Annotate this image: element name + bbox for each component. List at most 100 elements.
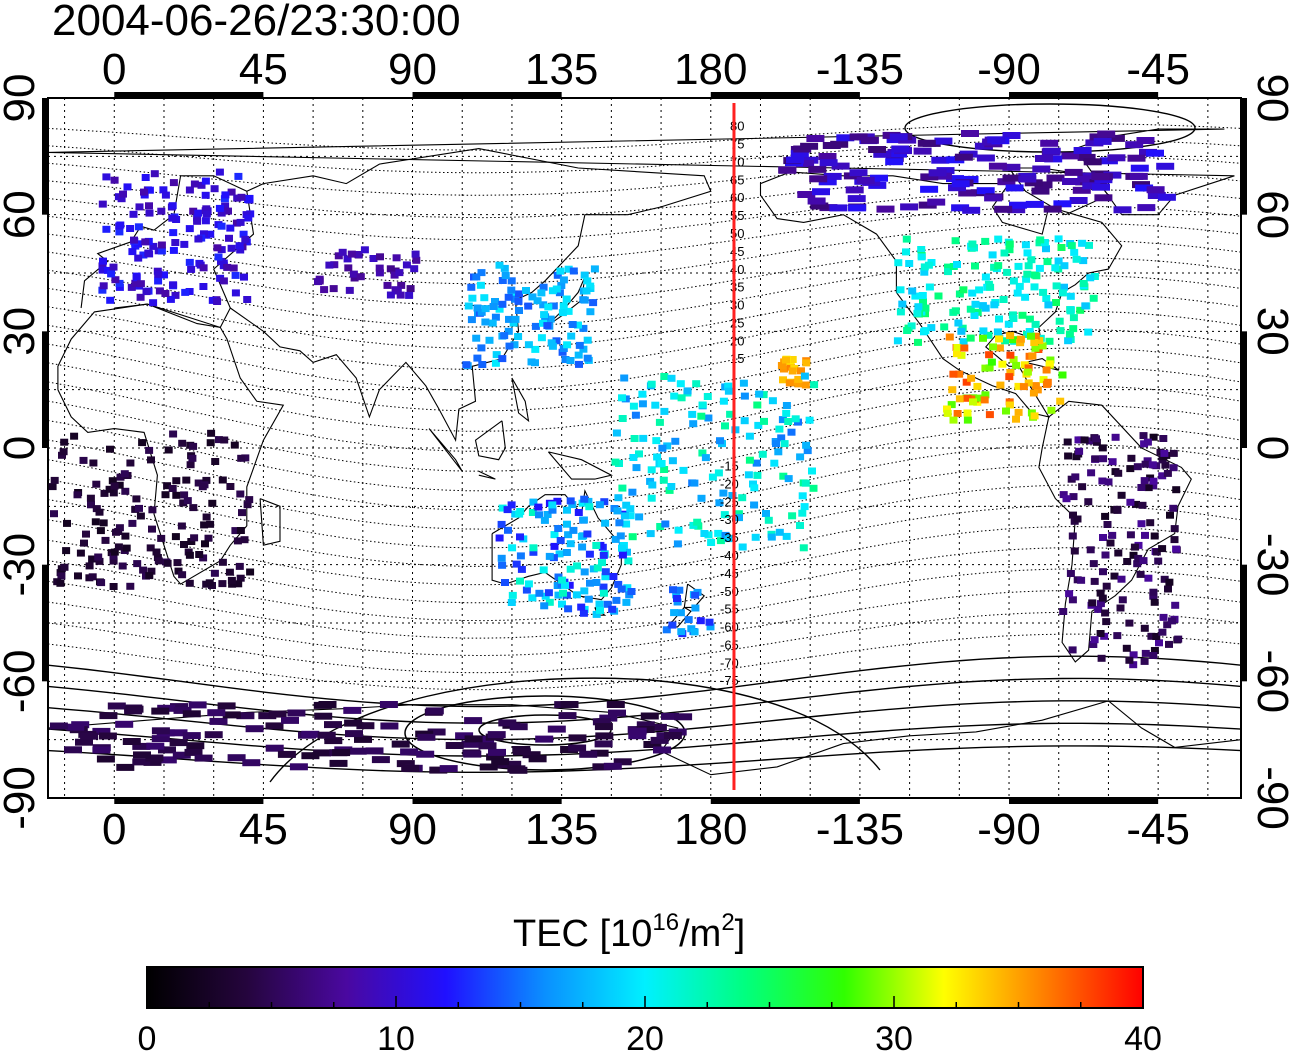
tec-point [504,327,513,335]
tec-point [920,263,929,271]
tec-point [902,248,910,256]
tec-point [136,293,145,301]
tec-point [1069,314,1078,322]
tec-point [215,204,224,212]
tec-point [670,609,679,617]
tec-point [994,205,1013,213]
tec-point [955,370,964,378]
tec-point [1035,337,1044,345]
contour-line [48,222,1241,285]
frame-bar [114,92,264,98]
coastline [428,428,463,472]
tec-point [1009,336,1018,344]
tec-point [1004,320,1013,328]
tec-point [1133,560,1142,568]
tec-point [220,436,229,444]
frame-bar [1009,92,1159,98]
tec-point [107,702,126,710]
tec-point [169,739,188,747]
tec-point [225,234,233,242]
tec-point [507,599,516,606]
tec-point [1059,491,1068,499]
tec-point [347,250,356,258]
tec-point [707,539,716,546]
tec-point [235,562,244,570]
tec-point [132,495,141,503]
tec-point [201,217,210,225]
tec-point [995,344,1004,352]
tec-point [149,299,158,307]
tec-point [578,543,587,551]
contour-label: 60 [730,190,744,205]
tec-point [797,191,816,198]
tec-point [1024,262,1033,270]
tec-point [697,412,706,420]
tec-point [245,725,264,733]
tec-point [684,616,693,624]
tec-point [962,378,971,386]
frame-bar [1241,564,1247,682]
colorbar-tick-label: 0 [138,1020,157,1057]
tec-point [1099,534,1107,541]
tec-point [967,374,976,382]
tec-point [999,296,1008,303]
tec-point [226,224,235,232]
tec-point [101,536,110,544]
tec-point [218,476,227,484]
coastline [547,451,613,480]
tec-point [574,509,583,516]
tec-point [246,568,255,576]
tec-point [445,742,464,749]
tec-point [568,744,587,752]
tec-point [1129,651,1138,659]
tec-point [1149,477,1158,485]
tec-point [1144,484,1153,492]
tec-point [754,421,763,429]
tec-point [531,345,540,353]
tec-point [241,454,250,462]
tec-point [1169,464,1178,472]
tec-point [73,491,82,499]
tec-point [498,355,507,363]
tec-point [569,526,578,534]
contour-label: 50 [730,226,744,241]
tec-point [663,732,682,739]
tec-point [507,501,516,509]
tec-point [96,527,105,535]
tec-point [613,507,622,515]
tec-point [221,191,230,199]
tec-point [628,533,637,541]
tec-point [62,547,71,555]
tec-point [477,269,486,277]
tec-point [628,732,647,740]
tec-point [116,763,135,771]
tec-point [486,753,505,761]
tec-point [1126,531,1135,539]
tec-point [691,604,700,612]
coastline [259,498,281,546]
tec-point [629,454,638,461]
contour-line [48,257,1241,328]
tec-point [148,525,156,533]
tec-point [1055,317,1064,325]
tec-point [777,362,786,369]
tec-point [696,617,705,625]
tec-point [178,571,187,579]
tec-point [161,290,170,297]
tec-point [628,488,637,496]
tec-point [1005,246,1014,254]
tec-point [1005,240,1014,248]
tec-point [592,579,601,586]
tec-point [508,591,517,599]
tec-point [501,579,509,586]
tec-point [719,397,728,405]
tec-point [891,145,910,153]
tec-point [986,283,995,291]
tec-point [618,551,627,559]
tec-point [63,519,71,527]
tec-point [1019,383,1028,391]
tec-point [1058,289,1067,297]
tec-point [557,282,566,289]
tec-point [1062,495,1071,503]
tec-point [555,289,564,297]
